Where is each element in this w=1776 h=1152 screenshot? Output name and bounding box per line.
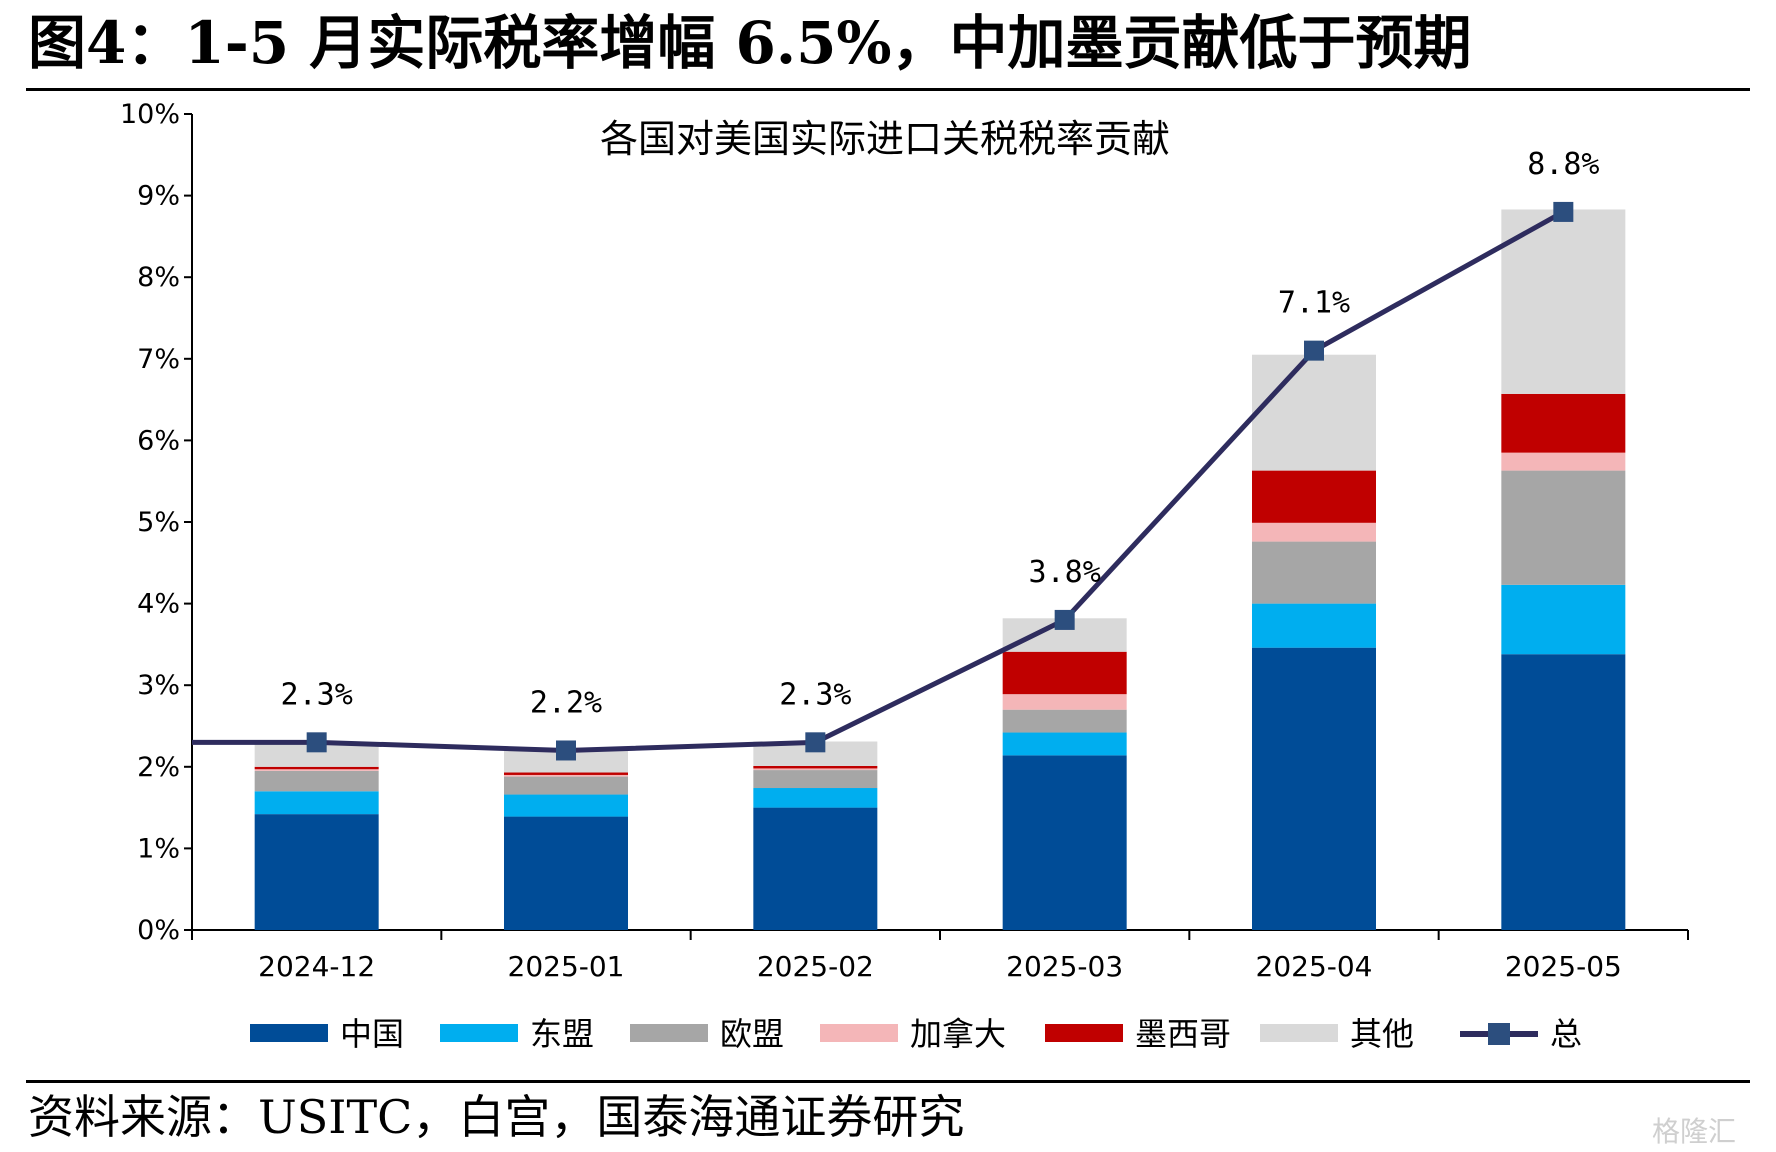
bar-segment — [504, 750, 628, 773]
bar-segment — [1501, 209, 1626, 394]
bar-segment — [1252, 603, 1376, 648]
bar-segment — [1002, 694, 1127, 710]
legend-label: 东盟 — [530, 1015, 594, 1053]
y-tick-label: 7% — [137, 344, 180, 375]
bar-segment — [1002, 755, 1127, 930]
total-marker — [805, 732, 826, 753]
y-tick-label: 10% — [120, 99, 180, 130]
figure-title: 图4：1-5 月实际税率增幅 6.5%，中加墨贡献低于预期 — [28, 9, 1472, 77]
bar-segment — [1501, 654, 1626, 930]
y-tick-label: 3% — [137, 670, 180, 701]
legend-label: 墨西哥 — [1135, 1015, 1231, 1053]
bar-segment — [1252, 647, 1376, 930]
legend-label: 欧盟 — [720, 1015, 784, 1053]
bar-segment — [254, 814, 379, 930]
legend-label: 中国 — [340, 1015, 404, 1053]
data-label: 2.3% — [779, 677, 851, 712]
chart-title: 各国对美国实际进口关税税率贡献 — [600, 117, 1170, 161]
total-marker — [1304, 340, 1324, 361]
y-tick-label: 8% — [137, 262, 180, 293]
legend-swatch — [440, 1024, 518, 1042]
bar-segment — [504, 772, 628, 775]
bar-series-group — [254, 209, 1626, 930]
total-marker — [1553, 201, 1574, 222]
x-tick-label: 2025-01 — [508, 950, 625, 983]
bar-segment — [753, 768, 878, 771]
bar-segment — [254, 791, 379, 815]
legend-swatch — [630, 1024, 708, 1042]
bar-segment — [1501, 452, 1626, 471]
total-marker — [556, 740, 576, 761]
data-label: 2.3% — [281, 677, 353, 712]
y-tick-label: 6% — [137, 425, 180, 456]
title-rule — [26, 88, 1750, 91]
data-label: 2.2% — [530, 685, 602, 720]
bar-segment — [1002, 709, 1127, 733]
data-label: 8.8% — [1527, 147, 1599, 182]
bar-segment — [753, 807, 878, 930]
legend-swatch — [250, 1024, 328, 1042]
bar-segment — [753, 788, 878, 808]
legend-swatch — [1260, 1024, 1338, 1042]
line-series-group: 2.3% 2.2% 2.3% 3.8% 7.1% 8.8% — [192, 147, 1599, 761]
bar-segment — [1252, 522, 1376, 542]
chart: 0% 1% 2% 3% 4% 5% 6% 7% 8% 9% 10% 2024-12 2025-01 202… — [120, 99, 1689, 1053]
chart-legend: 中国 东盟 欧盟 加拿大 墨西哥 其他 总 — [250, 1015, 1582, 1053]
chart-axes: 0% 1% 2% 3% 4% 5% 6% 7% 8% 9% 10% 2024-12 2025-01 202… — [120, 99, 1689, 983]
total-marker — [306, 732, 327, 753]
bar-segment — [1002, 732, 1127, 756]
legend-label: 加拿大 — [910, 1015, 1006, 1053]
x-tick-label: 2025-02 — [757, 950, 874, 983]
legend-label: 总 — [1550, 1015, 1582, 1053]
bar-segment — [1501, 470, 1626, 585]
y-tick-label: 5% — [137, 507, 180, 538]
bar-segment — [504, 776, 628, 795]
bar-segment — [753, 765, 878, 769]
bar-segment — [504, 816, 628, 930]
y-tick-label: 4% — [137, 589, 180, 620]
total-marker — [1054, 609, 1075, 630]
x-tick-label: 2025-04 — [1256, 950, 1373, 983]
source-note: 资料来源：USITC，白宫，国泰海通证券研究 — [28, 1090, 965, 1144]
bar-segment — [1002, 651, 1127, 695]
watermark: 格隆汇 — [1651, 1115, 1736, 1148]
legend-marker — [1488, 1023, 1510, 1045]
legend-swatch — [820, 1024, 898, 1042]
bar-segment — [1501, 584, 1626, 655]
legend-swatch — [1045, 1024, 1123, 1042]
y-tick-label: 2% — [137, 752, 180, 783]
data-label: 3.8% — [1029, 555, 1101, 590]
bar-segment — [254, 766, 379, 770]
bar-segment — [1252, 470, 1376, 523]
bar-segment — [1501, 393, 1626, 453]
bar-segment — [1252, 541, 1376, 604]
y-tick-label: 9% — [137, 181, 180, 212]
legend-label: 其他 — [1350, 1015, 1414, 1053]
bar-segment — [254, 770, 379, 792]
bar-segment — [504, 794, 628, 817]
x-tick-label: 2025-03 — [1006, 950, 1123, 983]
y-tick-label: 0% — [137, 915, 180, 946]
bar-segment — [504, 774, 628, 777]
bar-segment — [753, 770, 878, 789]
bar-segment — [1252, 354, 1376, 471]
data-label: 7.1% — [1278, 286, 1350, 321]
y-tick-label: 1% — [137, 833, 180, 864]
source-rule — [26, 1080, 1750, 1083]
x-tick-label: 2025-05 — [1505, 950, 1622, 983]
bar-segment — [254, 769, 379, 771]
x-tick-label: 2024-12 — [258, 950, 375, 983]
